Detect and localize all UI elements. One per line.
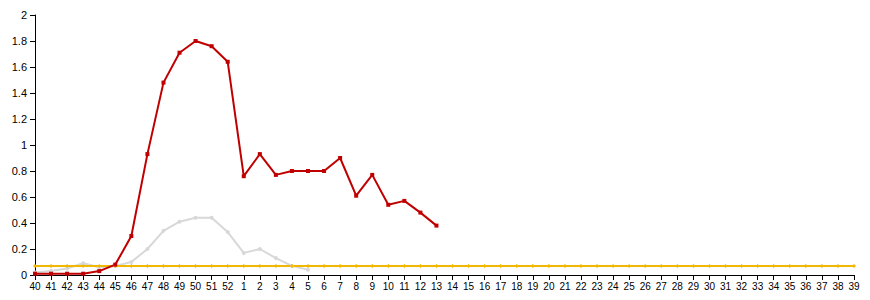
svg-text:35: 35	[784, 281, 796, 292]
svg-text:20: 20	[543, 281, 555, 292]
svg-text:30: 30	[704, 281, 716, 292]
svg-text:19: 19	[527, 281, 539, 292]
svg-text:23: 23	[591, 281, 603, 292]
svg-text:2: 2	[257, 281, 263, 292]
svg-text:10: 10	[383, 281, 395, 292]
svg-text:11: 11	[399, 281, 410, 292]
svg-text:0.2: 0.2	[12, 243, 27, 255]
svg-text:25: 25	[624, 281, 636, 292]
svg-text:1.6: 1.6	[12, 61, 27, 73]
svg-text:1.2: 1.2	[12, 113, 27, 125]
svg-text:14: 14	[447, 281, 459, 292]
svg-text:52: 52	[222, 281, 234, 292]
svg-text:46: 46	[126, 281, 138, 292]
svg-text:39: 39	[848, 281, 860, 292]
svg-text:12: 12	[415, 281, 427, 292]
svg-text:26: 26	[640, 281, 652, 292]
svg-text:41: 41	[45, 281, 57, 292]
svg-text:6: 6	[321, 281, 327, 292]
svg-text:2: 2	[21, 9, 27, 21]
svg-text:45: 45	[110, 281, 122, 292]
svg-text:15: 15	[463, 281, 475, 292]
svg-text:29: 29	[688, 281, 700, 292]
svg-text:31: 31	[720, 281, 732, 292]
svg-text:42: 42	[62, 281, 74, 292]
svg-text:0.8: 0.8	[12, 165, 27, 177]
svg-text:36: 36	[800, 281, 812, 292]
svg-text:13: 13	[431, 281, 443, 292]
svg-text:1.4: 1.4	[12, 87, 27, 99]
svg-text:44: 44	[94, 281, 106, 292]
svg-text:27: 27	[656, 281, 668, 292]
svg-text:17: 17	[495, 281, 507, 292]
svg-text:8: 8	[353, 281, 359, 292]
svg-text:0.4: 0.4	[12, 217, 27, 229]
svg-text:22: 22	[575, 281, 587, 292]
svg-text:32: 32	[736, 281, 748, 292]
svg-text:40: 40	[29, 281, 41, 292]
svg-text:47: 47	[142, 281, 154, 292]
svg-text:0: 0	[21, 269, 27, 281]
svg-text:48: 48	[158, 281, 170, 292]
svg-text:37: 37	[816, 281, 828, 292]
svg-text:33: 33	[752, 281, 764, 292]
svg-text:0.6: 0.6	[12, 191, 27, 203]
svg-text:7: 7	[337, 281, 343, 292]
svg-text:1: 1	[21, 139, 27, 151]
svg-text:51: 51	[206, 281, 218, 292]
svg-text:1.8: 1.8	[12, 35, 27, 47]
svg-text:1: 1	[241, 281, 247, 292]
svg-text:28: 28	[672, 281, 684, 292]
svg-text:9: 9	[369, 281, 375, 292]
svg-text:43: 43	[78, 281, 90, 292]
svg-text:24: 24	[608, 281, 620, 292]
svg-text:4: 4	[289, 281, 295, 292]
svg-text:3: 3	[273, 281, 279, 292]
svg-text:18: 18	[511, 281, 523, 292]
svg-text:16: 16	[479, 281, 491, 292]
svg-text:49: 49	[174, 281, 186, 292]
svg-text:38: 38	[832, 281, 844, 292]
svg-text:5: 5	[305, 281, 311, 292]
svg-text:34: 34	[768, 281, 780, 292]
svg-text:50: 50	[190, 281, 202, 292]
svg-text:21: 21	[559, 281, 571, 292]
